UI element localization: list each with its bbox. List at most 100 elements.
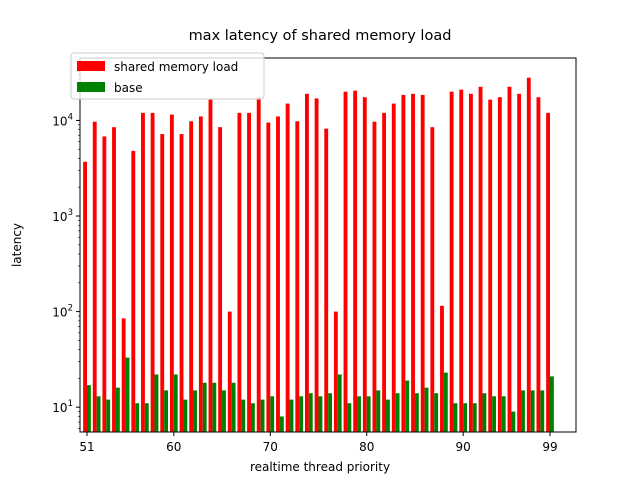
bar-base-59	[164, 390, 169, 432]
bar-base-75	[318, 396, 323, 432]
bar-base-76	[328, 393, 333, 432]
bar-base-77	[337, 374, 342, 432]
x-tick-label-70: 70	[263, 440, 278, 454]
bar-base-79	[357, 396, 361, 432]
bar-base-94	[501, 396, 506, 432]
x-tick-label-51: 51	[79, 440, 94, 454]
legend-label-shared-memory-load: shared memory load	[114, 60, 238, 74]
bar-shared-memory-load-99	[546, 112, 550, 433]
bar-shared-memory-load-92	[478, 86, 483, 433]
bar-shared-memory-load-89	[449, 91, 454, 432]
bar-base-74	[308, 393, 313, 432]
bar-base-66	[231, 382, 236, 432]
bar-shared-memory-load-63	[198, 116, 203, 432]
bar-shared-memory-load-82	[382, 112, 387, 433]
bar-shared-memory-load-62	[189, 121, 194, 433]
bar-base-60	[173, 374, 178, 432]
bar-shared-memory-load-77	[333, 311, 338, 432]
bar-shared-memory-load-65	[218, 127, 223, 433]
ticks-group: 51 60 70 80 90 99 101 102 103 104	[52, 62, 558, 454]
bar-shared-memory-load-58	[150, 112, 155, 433]
bar-shared-memory-load-69	[256, 97, 261, 433]
bar-base-65	[222, 390, 226, 432]
bar-base-62	[193, 390, 197, 432]
bar-shared-memory-load-94	[497, 97, 502, 433]
y-tick-label-1000: 103	[52, 208, 73, 224]
y-axis-label: latency	[10, 223, 24, 267]
bars-group	[83, 77, 554, 433]
bar-base-61	[183, 399, 188, 432]
legend-swatch-base	[77, 82, 105, 92]
bar-shared-memory-load-71	[276, 116, 280, 432]
bar-base-51	[87, 385, 91, 432]
bar-shared-memory-load-57	[141, 112, 145, 433]
x-tick-label-99: 99	[542, 440, 557, 454]
bar-base-95	[511, 411, 516, 432]
bar-base-88	[443, 372, 448, 432]
bar-base-92	[482, 393, 487, 432]
bar-base-52	[96, 396, 101, 432]
bar-shared-memory-load-84	[401, 94, 406, 433]
bar-base-56	[135, 403, 140, 432]
bar-base-83	[395, 393, 400, 432]
bar-shared-memory-load-91	[468, 93, 473, 432]
bar-shared-memory-load-55	[121, 318, 126, 432]
legend-label-base: base	[114, 81, 143, 95]
bar-base-85	[414, 393, 419, 432]
bar-shared-memory-load-98	[536, 97, 541, 433]
bar-base-73	[299, 396, 304, 432]
bar-shared-memory-load-78	[343, 91, 348, 432]
bar-shared-memory-load-73	[295, 121, 300, 433]
bar-shared-memory-load-81	[372, 121, 377, 432]
legend-frame	[70, 52, 265, 100]
bar-shared-memory-load-56	[131, 150, 136, 432]
bar-shared-memory-load-52	[92, 121, 97, 432]
bar-shared-memory-load-74	[305, 93, 309, 432]
bar-base-68	[250, 403, 255, 432]
bar-base-63	[202, 382, 207, 432]
bar-shared-memory-load-90	[459, 89, 464, 432]
bar-shared-memory-load-70	[266, 122, 271, 432]
bar-base-78	[347, 403, 352, 432]
x-tick-label-90: 90	[456, 440, 471, 454]
bar-shared-memory-load-60	[169, 114, 174, 432]
bar-shared-memory-load-66	[227, 311, 232, 432]
y-tick-label-10000: 104	[52, 112, 73, 128]
bar-base-96	[521, 390, 525, 432]
bar-base-57	[144, 403, 149, 432]
bar-base-82	[386, 399, 390, 432]
bar-base-67	[241, 399, 246, 432]
bar-shared-memory-load-51	[83, 161, 87, 432]
bar-shared-memory-load-86	[420, 94, 425, 433]
bar-shared-memory-load-67	[237, 112, 242, 433]
bar-shared-memory-load-80	[362, 97, 367, 433]
bar-shared-memory-load-97	[526, 77, 531, 432]
bar-base-70	[270, 396, 275, 432]
bar-shared-memory-load-87	[430, 127, 435, 433]
bar-base-71	[279, 416, 284, 432]
y-tick-label-100: 102	[52, 304, 73, 320]
x-tick-label-60: 60	[166, 440, 181, 454]
bar-base-91	[472, 403, 477, 432]
bar-shared-memory-load-85	[411, 93, 415, 432]
bar-base-64	[212, 382, 217, 432]
bar-base-55	[125, 357, 130, 432]
chart-title: max latency of shared memory load	[189, 28, 452, 44]
bar-base-99	[550, 376, 554, 432]
bar-shared-memory-load-61	[179, 134, 184, 432]
legend: shared memory load base	[70, 52, 265, 100]
plot-frame	[79, 57, 577, 433]
bar-shared-memory-load-95	[507, 86, 512, 433]
bar-shared-memory-load-64	[208, 99, 213, 433]
bar-shared-memory-load-88	[440, 305, 444, 432]
x-tick-label-80: 80	[359, 440, 374, 454]
bar-base-53	[106, 399, 111, 432]
bar-base-86	[424, 387, 429, 432]
bar-base-93	[492, 396, 496, 432]
bar-base-87	[434, 393, 439, 432]
bar-base-80	[366, 396, 371, 432]
bar-shared-memory-load-54	[112, 127, 116, 433]
bar-base-69	[260, 399, 265, 432]
bar-shared-memory-load-79	[353, 90, 358, 432]
